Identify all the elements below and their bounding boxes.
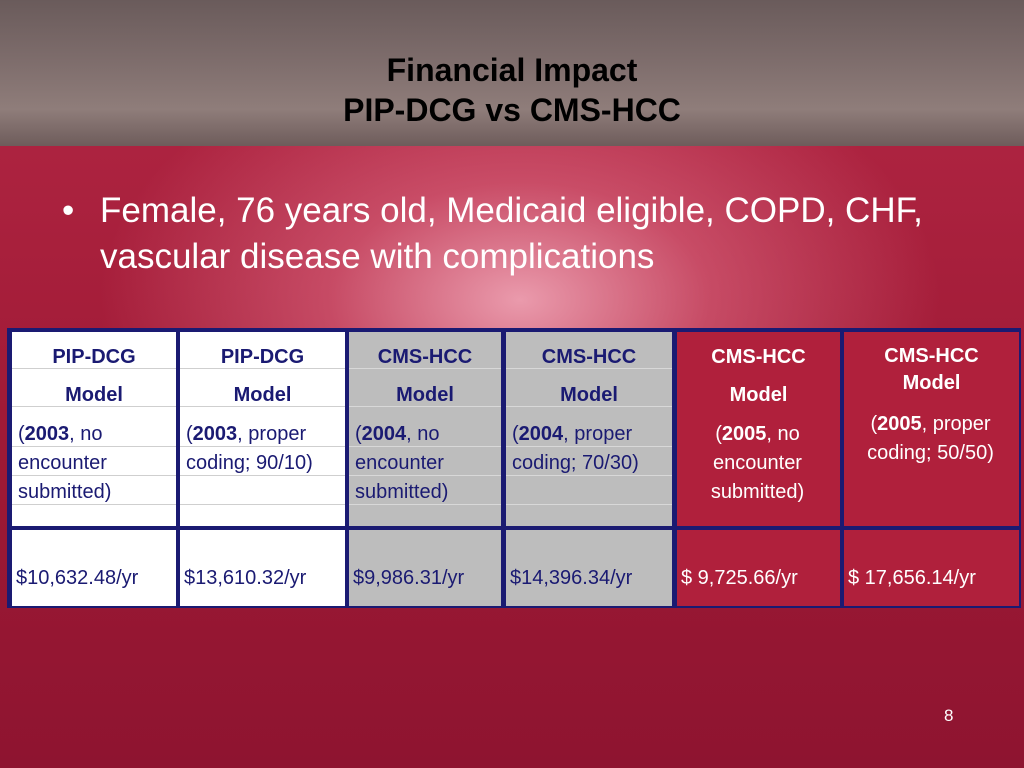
column-header: CMS-HCC bbox=[541, 346, 637, 368]
column-description: (2003, no encounter submitted) bbox=[18, 423, 112, 503]
annual-cost-value: $14,396.34/yr bbox=[510, 567, 633, 589]
title-band bbox=[0, 0, 1024, 146]
column-header: CMS-HCC bbox=[884, 345, 979, 367]
year-label: 2005 bbox=[877, 413, 922, 435]
column-header: CMS-HCC bbox=[377, 346, 473, 368]
column-header: CMS-HCC bbox=[711, 346, 806, 368]
year-label: 2003 bbox=[192, 423, 238, 445]
column-subheader: Model bbox=[396, 384, 454, 406]
column-subheader: Model bbox=[233, 384, 292, 406]
bullet-marker: • bbox=[62, 191, 75, 230]
column-subheader: Model bbox=[65, 384, 123, 406]
column-subheader: Model bbox=[902, 372, 961, 394]
year-label: 2004 bbox=[361, 423, 407, 445]
column-description: (2005, no encounter submitted) bbox=[710, 423, 805, 503]
year-label: 2003 bbox=[24, 423, 70, 445]
annual-cost-value: $ 17,656.14/yr bbox=[848, 567, 976, 589]
column-description: (2004, proper coding; 70/30) bbox=[512, 423, 639, 474]
annual-cost-value: $ 9,725.66/yr bbox=[681, 567, 798, 589]
column-description: (2003, proper coding; 90/10) bbox=[186, 423, 313, 474]
column-description: (2005, proper coding; 50/50) bbox=[867, 413, 994, 464]
column-header: PIP-DCG bbox=[52, 346, 136, 368]
table-column: PIP-DCG Model (2003, proper coding; 90/1… bbox=[180, 332, 345, 606]
column-subheader: Model bbox=[729, 384, 788, 406]
comparison-table: PIP-DCG Model (2003, no encounter submit… bbox=[7, 328, 1021, 608]
year-label: 2004 bbox=[518, 423, 564, 445]
slide-title: Financial Impact PIP-DCG vs CMS-HCC bbox=[0, 50, 1024, 130]
bullet-text: Female, 76 years old, Medicaid eligible,… bbox=[100, 191, 923, 276]
table-column: CMS-HCC Model (2005, no encounter submit… bbox=[677, 332, 840, 606]
table-column: CMS-HCC Model (2004, proper coding; 70/3… bbox=[506, 332, 672, 606]
table-column: CMS-HCC Model (2004, no encounter submit… bbox=[349, 332, 501, 606]
column-header: PIP-DCG bbox=[220, 346, 305, 368]
column-description: (2004, no encounter submitted) bbox=[355, 423, 449, 503]
year-label: 2005 bbox=[721, 423, 767, 445]
title-line-2: PIP-DCG vs CMS-HCC bbox=[343, 92, 681, 128]
title-line-1: Financial Impact bbox=[386, 52, 638, 88]
table-column: PIP-DCG Model (2003, no encounter submit… bbox=[12, 332, 176, 606]
column-subheader: Model bbox=[560, 384, 618, 406]
table-column: CMS-HCC Model (2005, proper coding; 50/5… bbox=[844, 332, 1019, 606]
annual-cost-value: $13,610.32/yr bbox=[184, 567, 307, 589]
page-number: 8 bbox=[944, 706, 954, 725]
annual-cost-value: $9,986.31/yr bbox=[353, 567, 465, 589]
annual-cost-value: $10,632.48/yr bbox=[16, 567, 139, 589]
